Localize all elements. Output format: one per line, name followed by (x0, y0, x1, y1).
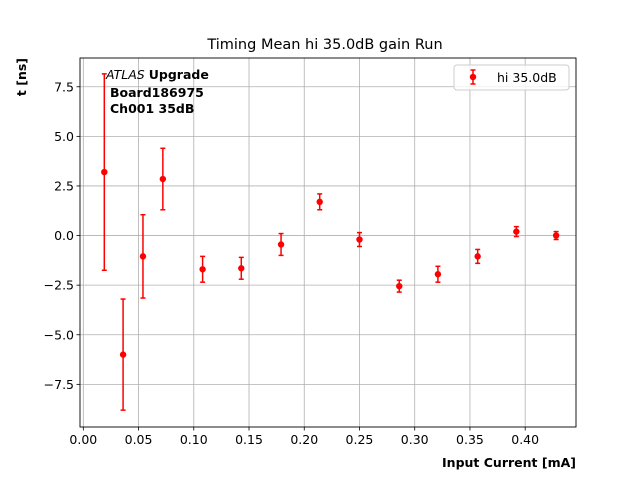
data-point (119, 298, 127, 411)
data-points (101, 73, 560, 411)
data-point (316, 193, 323, 211)
data-point (277, 232, 285, 257)
plot-frame (79, 57, 577, 428)
point-marker (277, 241, 285, 248)
legend-marker (469, 73, 477, 81)
y-tick-label: 5.0 (54, 129, 74, 144)
data-point (474, 248, 481, 265)
y-tick-label: −5.0 (44, 327, 74, 342)
annotation: ATLAS Upgrade Board186975 Ch001 35dB (105, 67, 209, 116)
point-marker (101, 168, 108, 176)
y-tick-label: 2.5 (54, 178, 74, 193)
legend-box (453, 64, 570, 91)
data-point (396, 279, 403, 293)
annotation-atlas: ATLAS (105, 67, 145, 82)
data-point (552, 230, 560, 241)
x-tick-label: 0.00 (69, 432, 97, 447)
point-marker (139, 253, 147, 260)
point-marker (552, 232, 560, 239)
y-tick-label: 7.5 (54, 79, 74, 94)
data-point (434, 265, 442, 283)
point-marker (316, 198, 323, 206)
point-marker (238, 265, 245, 272)
data-point (513, 225, 520, 238)
legend: hi 35.0dB (453, 64, 570, 91)
annotation-board: Board186975 (110, 85, 204, 100)
point-marker (474, 253, 481, 260)
data-point (159, 147, 167, 211)
x-axis-label: Input Current [mA] (442, 455, 576, 470)
x-tick-label: 0.25 (346, 432, 374, 447)
x-tick-label: 0.35 (456, 432, 484, 447)
data-point (101, 73, 108, 272)
y-axis-label: t [ns] (14, 58, 29, 96)
point-marker (396, 282, 403, 290)
annotation-channel: Ch001 35dB (110, 101, 194, 116)
x-tick-label: 0.10 (180, 432, 208, 447)
grid (80, 58, 576, 427)
chart-title: Timing Mean hi 35.0dB gain Run (206, 37, 442, 53)
x-tick-label: 0.40 (511, 432, 539, 447)
x-tick-label: 0.15 (235, 432, 263, 447)
annotation-upgrade: Upgrade (149, 67, 209, 82)
y-tick-label: −7.5 (44, 377, 74, 392)
point-marker (513, 228, 520, 235)
y-tick-label: −2.5 (44, 278, 74, 293)
legend-label: hi 35.0dB (497, 70, 557, 85)
point-marker (159, 175, 167, 183)
point-marker (199, 266, 206, 273)
data-point (199, 255, 206, 283)
ticks: 0.00 0.05 0.10 0.15 0.20 0.25 0.30 0.35 0.40 −7.5… (44, 79, 540, 447)
x-tick-label: 0.05 (125, 432, 153, 447)
annotation-line-1: ATLAS Upgrade (105, 67, 209, 82)
point-marker (356, 236, 363, 243)
data-point (238, 256, 245, 280)
x-tick-label: 0.20 (290, 432, 318, 447)
x-tick-label: 0.30 (401, 432, 429, 447)
y-tick-label: 0.0 (54, 228, 74, 243)
point-marker (434, 271, 442, 278)
data-point (139, 213, 147, 299)
data-point (356, 231, 363, 248)
point-marker (119, 351, 127, 358)
